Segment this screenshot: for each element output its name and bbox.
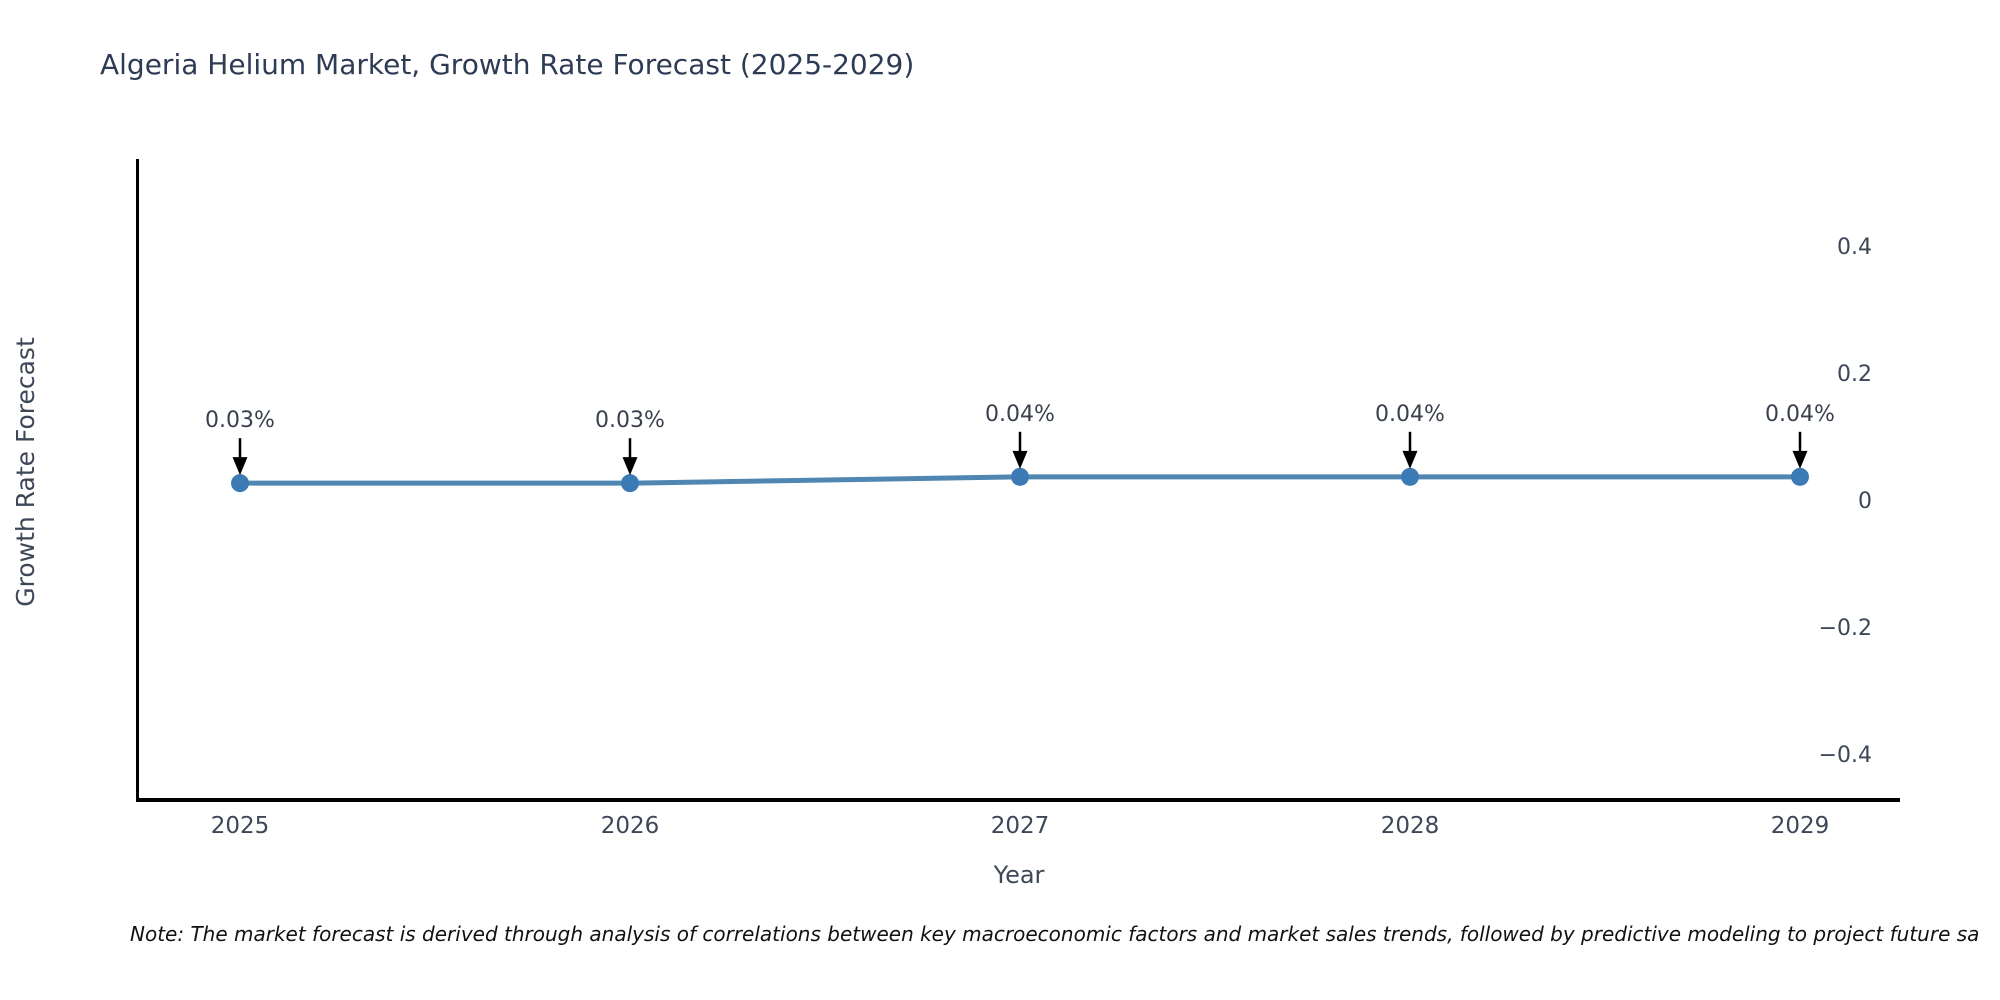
annotation-arrow-head <box>1792 450 1808 469</box>
x-tick-label: 2026 <box>600 813 660 839</box>
data-point-marker <box>1401 467 1419 486</box>
y-tick-label: −0.2 <box>1818 616 1872 642</box>
data-point-value-label: 0.03% <box>595 408 665 434</box>
annotation-arrow-head <box>232 457 248 476</box>
data-point-marker <box>1791 467 1809 486</box>
chart-title: Algeria Helium Market, Growth Rate Forec… <box>100 48 915 81</box>
footnote: Note: The market forecast is derived thr… <box>130 922 1980 946</box>
x-axis-spine <box>136 798 1900 802</box>
annotation-arrow-head <box>1012 450 1028 469</box>
data-point-value-label: 0.03% <box>205 408 275 434</box>
x-tick-label: 2025 <box>210 813 270 839</box>
x-axis-label: Year <box>993 861 1045 889</box>
data-point-marker <box>231 474 249 493</box>
x-tick-label: 2028 <box>1380 813 1440 839</box>
data-point-marker <box>621 474 639 493</box>
y-tick-label: −0.4 <box>1818 743 1872 769</box>
y-axis-spine <box>136 159 139 802</box>
annotation-arrow-head <box>1402 450 1418 469</box>
data-point-marker <box>1011 467 1029 486</box>
annotation-arrow-head <box>622 457 638 476</box>
y-tick-label: 0.4 <box>1837 235 1872 261</box>
data-point-value-label: 0.04% <box>985 401 1055 427</box>
data-point-value-label: 0.04% <box>1765 401 1835 427</box>
data-point-value-label: 0.04% <box>1375 401 1445 427</box>
y-tick-label: 0.2 <box>1837 362 1872 388</box>
x-tick-label: 2029 <box>1770 813 1830 839</box>
x-tick-label: 2027 <box>990 813 1050 839</box>
y-tick-label: 0 <box>1858 489 1872 515</box>
